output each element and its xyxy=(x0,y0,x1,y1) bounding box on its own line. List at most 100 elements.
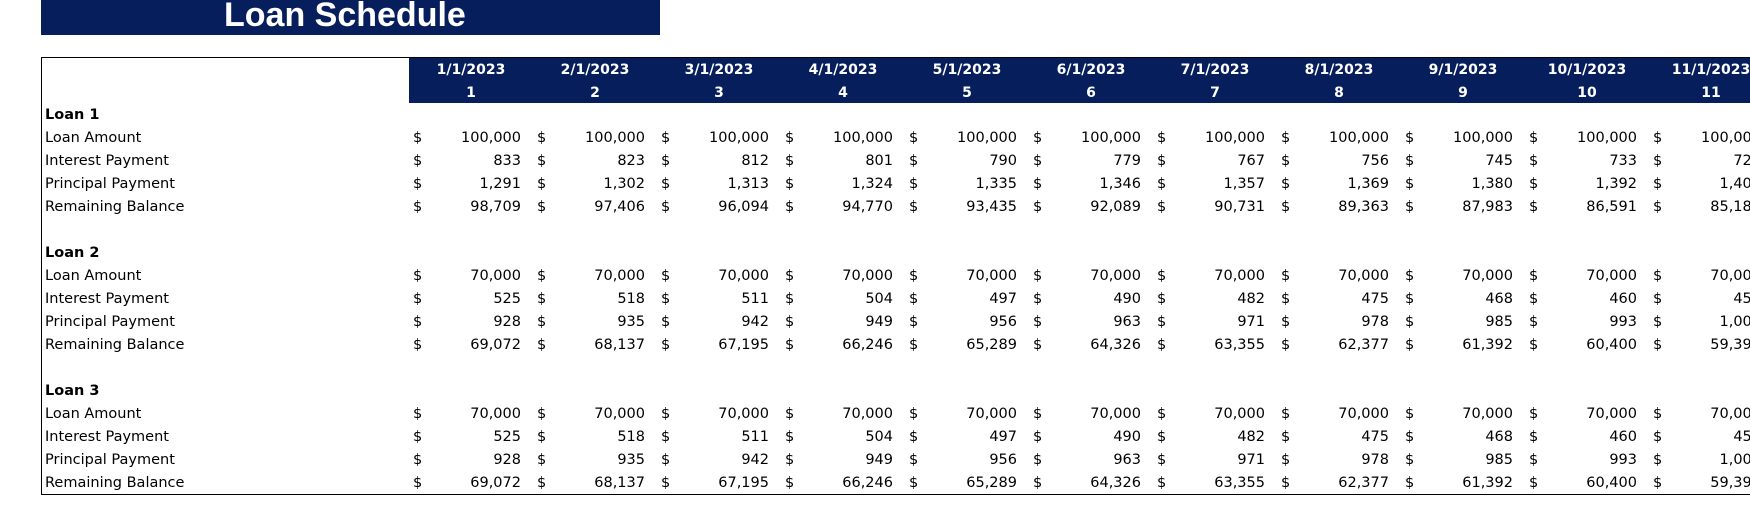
value-cell[interactable]: 1,302 xyxy=(603,176,645,192)
value-cell[interactable]: 65,289 xyxy=(966,475,1017,491)
value-cell[interactable]: 971 xyxy=(1237,452,1265,468)
value-cell[interactable]: 70,000 xyxy=(966,406,1017,422)
value-cell[interactable]: 64,326 xyxy=(1090,337,1141,353)
value-cell[interactable]: 96,094 xyxy=(718,199,769,215)
value-cell[interactable]: 59,399 xyxy=(1710,475,1750,491)
value-cell[interactable]: 1,000 xyxy=(1719,452,1750,468)
value-cell[interactable]: 475 xyxy=(1361,429,1389,445)
value-cell[interactable]: 63,355 xyxy=(1214,475,1265,491)
value-cell[interactable]: 978 xyxy=(1361,314,1389,330)
value-cell[interactable]: 100,000 xyxy=(709,130,769,146)
value-cell[interactable]: 86,591 xyxy=(1586,199,1637,215)
value-cell[interactable]: 66,246 xyxy=(842,475,893,491)
value-cell[interactable]: 85,188 xyxy=(1710,199,1750,215)
value-cell[interactable]: 87,983 xyxy=(1462,199,1513,215)
value-cell[interactable]: 801 xyxy=(865,153,893,169)
value-cell[interactable]: 460 xyxy=(1609,291,1637,307)
value-cell[interactable]: 767 xyxy=(1237,153,1265,169)
value-cell[interactable]: 935 xyxy=(617,452,645,468)
value-cell[interactable]: 64,326 xyxy=(1090,475,1141,491)
value-cell[interactable]: 67,195 xyxy=(718,475,769,491)
value-cell[interactable]: 468 xyxy=(1485,429,1513,445)
value-cell[interactable]: 511 xyxy=(741,291,769,307)
value-cell[interactable]: 70,000 xyxy=(1710,406,1750,422)
value-cell[interactable]: 928 xyxy=(493,314,521,330)
value-cell[interactable]: 70,000 xyxy=(594,268,645,284)
value-cell[interactable]: 812 xyxy=(741,153,769,169)
value-cell[interactable]: 490 xyxy=(1113,291,1141,307)
value-cell[interactable]: 94,770 xyxy=(842,199,893,215)
value-cell[interactable]: 70,000 xyxy=(842,268,893,284)
value-cell[interactable]: 779 xyxy=(1113,153,1141,169)
value-cell[interactable]: 1,369 xyxy=(1347,176,1389,192)
value-cell[interactable]: 504 xyxy=(865,429,893,445)
value-cell[interactable]: 511 xyxy=(741,429,769,445)
value-cell[interactable]: 833 xyxy=(493,153,521,169)
value-cell[interactable]: 70,000 xyxy=(1214,268,1265,284)
value-cell[interactable]: 61,392 xyxy=(1462,475,1513,491)
value-cell[interactable]: 733 xyxy=(1609,153,1637,169)
value-cell[interactable]: 482 xyxy=(1237,429,1265,445)
value-cell[interactable]: 942 xyxy=(741,314,769,330)
value-cell[interactable]: 98,709 xyxy=(470,199,521,215)
value-cell[interactable]: 70,000 xyxy=(718,406,769,422)
value-cell[interactable]: 61,392 xyxy=(1462,337,1513,353)
value-cell[interactable]: 1,380 xyxy=(1471,176,1513,192)
value-cell[interactable]: 97,406 xyxy=(594,199,645,215)
value-cell[interactable]: 100,000 xyxy=(833,130,893,146)
value-cell[interactable]: 956 xyxy=(989,452,1017,468)
value-cell[interactable]: 978 xyxy=(1361,452,1389,468)
value-cell[interactable]: 62,377 xyxy=(1338,475,1389,491)
value-cell[interactable]: 70,000 xyxy=(842,406,893,422)
value-cell[interactable]: 70,000 xyxy=(470,406,521,422)
value-cell[interactable]: 504 xyxy=(865,291,893,307)
value-cell[interactable]: 60,400 xyxy=(1586,475,1637,491)
value-cell[interactable]: 1,346 xyxy=(1099,176,1141,192)
value-cell[interactable]: 100,000 xyxy=(585,130,645,146)
value-cell[interactable]: 1,313 xyxy=(727,176,769,192)
value-cell[interactable]: 745 xyxy=(1485,153,1513,169)
value-cell[interactable]: 60,400 xyxy=(1586,337,1637,353)
value-cell[interactable]: 68,137 xyxy=(594,475,645,491)
value-cell[interactable]: 956 xyxy=(989,314,1017,330)
value-cell[interactable]: 1,000 xyxy=(1719,314,1750,330)
value-cell[interactable]: 985 xyxy=(1485,314,1513,330)
value-cell[interactable]: 453 xyxy=(1733,429,1750,445)
value-cell[interactable]: 475 xyxy=(1361,291,1389,307)
value-cell[interactable]: 963 xyxy=(1113,452,1141,468)
value-cell[interactable]: 70,000 xyxy=(1090,406,1141,422)
value-cell[interactable]: 70,000 xyxy=(966,268,1017,284)
value-cell[interactable]: 468 xyxy=(1485,291,1513,307)
value-cell[interactable]: 963 xyxy=(1113,314,1141,330)
value-cell[interactable]: 993 xyxy=(1609,452,1637,468)
value-cell[interactable]: 823 xyxy=(617,153,645,169)
value-cell[interactable]: 100,000 xyxy=(1329,130,1389,146)
value-cell[interactable]: 100,000 xyxy=(1701,130,1750,146)
value-cell[interactable]: 65,289 xyxy=(966,337,1017,353)
value-cell[interactable]: 1,357 xyxy=(1223,176,1265,192)
value-cell[interactable]: 460 xyxy=(1609,429,1637,445)
value-cell[interactable]: 1,324 xyxy=(851,176,893,192)
value-cell[interactable]: 928 xyxy=(493,452,521,468)
value-cell[interactable]: 497 xyxy=(989,291,1017,307)
value-cell[interactable]: 490 xyxy=(1113,429,1141,445)
value-cell[interactable]: 497 xyxy=(989,429,1017,445)
value-cell[interactable]: 70,000 xyxy=(1338,268,1389,284)
value-cell[interactable]: 70,000 xyxy=(1338,406,1389,422)
value-cell[interactable]: 525 xyxy=(493,429,521,445)
value-cell[interactable]: 63,355 xyxy=(1214,337,1265,353)
value-cell[interactable]: 70,000 xyxy=(1586,406,1637,422)
value-cell[interactable]: 93,435 xyxy=(966,199,1017,215)
value-cell[interactable]: 70,000 xyxy=(594,406,645,422)
value-cell[interactable]: 70,000 xyxy=(1462,268,1513,284)
value-cell[interactable]: 66,246 xyxy=(842,337,893,353)
value-cell[interactable]: 69,072 xyxy=(470,475,521,491)
value-cell[interactable]: 92,089 xyxy=(1090,199,1141,215)
value-cell[interactable]: 790 xyxy=(989,153,1017,169)
value-cell[interactable]: 100,000 xyxy=(1453,130,1513,146)
value-cell[interactable]: 70,000 xyxy=(1586,268,1637,284)
value-cell[interactable]: 518 xyxy=(617,291,645,307)
value-cell[interactable]: 100,000 xyxy=(1081,130,1141,146)
value-cell[interactable]: 100,000 xyxy=(957,130,1017,146)
value-cell[interactable]: 1,403 xyxy=(1719,176,1750,192)
